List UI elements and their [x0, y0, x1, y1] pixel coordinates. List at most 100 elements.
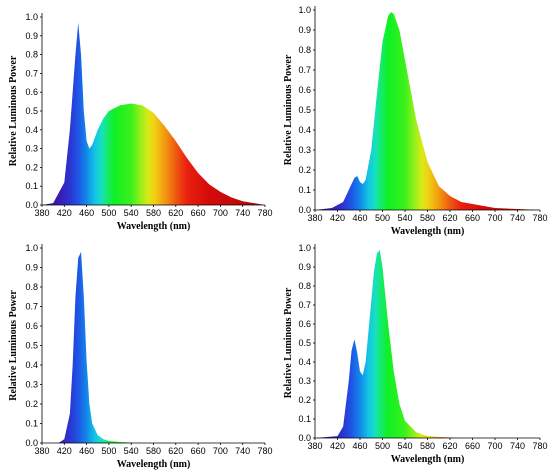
x-axis-label: Wavelength (nm)	[391, 226, 465, 237]
y-tick-label: 1.0	[25, 243, 38, 253]
y-axis-label: Relative Luminous Power	[8, 55, 19, 166]
y-tick-label: 0.5	[298, 338, 311, 348]
x-tick-label: 580	[420, 441, 435, 451]
y-tick-label: 0.8	[25, 282, 38, 292]
y-tick-label: 0.3	[298, 376, 311, 386]
y-tick-label: 1.0	[25, 12, 38, 22]
x-tick-label: 660	[465, 441, 480, 451]
y-tick-label: 0.1	[25, 419, 38, 429]
x-axis-label: Wavelength (nm)	[117, 459, 191, 470]
y-tick-label: 0.7	[298, 65, 311, 75]
y-tick-label: 0.8	[298, 281, 311, 291]
y-axis-label: Relative Luminous Power	[283, 54, 294, 165]
x-tick-label: 620	[442, 441, 457, 451]
y-tick-label: 0.5	[25, 341, 38, 351]
spectrum-chart-4: 0.0 0.1 0.2 0.3 0.4 0.5 0.6 0.7 0.8 0.9 1.0 380 420 4…	[283, 243, 548, 465]
x-tick-label: 780	[532, 213, 547, 223]
x-tick-label: 580	[146, 208, 161, 218]
spectrum-chart-3: 0.0 0.1 0.2 0.3 0.4 0.5 0.6 0.7 0.8 0.9 1.0 380 420 4…	[8, 243, 273, 470]
y-tick-label: 0.0	[298, 205, 311, 215]
x-tick-label: 420	[330, 213, 345, 223]
x-tick-label: 620	[442, 213, 457, 223]
y-tick-label: 0.0	[25, 200, 38, 210]
y-tick-label: 0.9	[25, 263, 38, 273]
y-tick-label: 0.0	[298, 433, 311, 443]
x-tick-label: 780	[257, 446, 272, 456]
x-tick-label: 500	[375, 441, 390, 451]
x-tick-label: 740	[510, 213, 525, 223]
x-tick-label: 780	[532, 441, 547, 451]
x-tick-label: 580	[146, 446, 161, 456]
y-tick-label: 0.4	[298, 125, 311, 135]
x-tick-label: 460	[352, 441, 367, 451]
x-tick-label: 540	[397, 441, 412, 451]
y-tick-label: 0.2	[25, 162, 38, 172]
y-tick-label: 0.2	[298, 165, 311, 175]
x-tick-label: 380	[34, 208, 49, 218]
x-tick-label: 420	[57, 446, 72, 456]
y-tick-label: 0.2	[25, 399, 38, 409]
x-tick-label: 700	[487, 441, 502, 451]
x-tick-label: 620	[168, 208, 183, 218]
x-tick-label: 620	[168, 446, 183, 456]
x-tick-label: 740	[235, 446, 250, 456]
y-tick-label: 0.4	[25, 360, 38, 370]
y-tick-label: 0.7	[25, 302, 38, 312]
y-tick-label: 0.4	[25, 125, 38, 135]
spectrum-area	[315, 12, 540, 210]
y-tick-label: 0.8	[298, 45, 311, 55]
spectrum-area	[42, 251, 265, 443]
x-tick-label: 700	[213, 446, 228, 456]
x-tick-label: 460	[352, 213, 367, 223]
y-tick-label: 0.6	[298, 85, 311, 95]
y-tick-label: 0.6	[25, 87, 38, 97]
y-tick-label: 0.7	[298, 300, 311, 310]
x-tick-label: 460	[79, 208, 94, 218]
x-tick-label: 460	[79, 446, 94, 456]
x-tick-label: 420	[330, 441, 345, 451]
x-tick-label: 780	[257, 208, 272, 218]
y-tick-label: 0.7	[25, 68, 38, 78]
y-axis-label: Relative Luminous Power	[283, 287, 294, 398]
x-tick-label: 500	[101, 446, 116, 456]
x-tick-label: 500	[101, 208, 116, 218]
y-tick-label: 0.6	[298, 319, 311, 329]
y-tick-label: 0.4	[298, 357, 311, 367]
y-tick-label: 0.3	[298, 145, 311, 155]
y-tick-label: 0.5	[25, 106, 38, 116]
y-tick-label: 1.0	[298, 5, 311, 15]
x-tick-label: 540	[397, 213, 412, 223]
y-tick-label: 0.1	[25, 181, 38, 191]
y-tick-label: 0.0	[25, 438, 38, 448]
y-tick-label: 0.3	[25, 380, 38, 390]
x-tick-label: 380	[307, 213, 322, 223]
spectrum-area	[315, 249, 540, 438]
x-tick-label: 660	[465, 213, 480, 223]
y-tick-label: 0.9	[298, 262, 311, 272]
y-tick-label: 0.9	[298, 25, 311, 35]
y-tick-label: 0.9	[25, 31, 38, 41]
x-tick-label: 660	[191, 446, 206, 456]
x-tick-label: 380	[34, 446, 49, 456]
x-tick-label: 740	[235, 208, 250, 218]
x-tick-label: 660	[191, 208, 206, 218]
y-tick-label: 0.2	[298, 395, 311, 405]
x-tick-label: 420	[57, 208, 72, 218]
y-axis-label: Relative Luminous Power	[8, 290, 19, 401]
x-tick-label: 700	[213, 208, 228, 218]
x-tick-label: 500	[375, 213, 390, 223]
spectrum-area	[42, 22, 265, 205]
x-axis-label: Wavelength (nm)	[117, 221, 191, 232]
y-tick-label: 0.1	[298, 414, 311, 424]
x-tick-label: 540	[124, 208, 139, 218]
y-tick-label: 0.8	[25, 50, 38, 60]
x-tick-label: 700	[487, 213, 502, 223]
x-tick-label: 740	[510, 441, 525, 451]
x-tick-label: 580	[420, 213, 435, 223]
y-tick-label: 0.6	[25, 321, 38, 331]
y-tick-label: 0.5	[298, 105, 311, 115]
spectrum-chart-1: 0.0 0.1 0.2 0.3 0.4 0.5 0.6 0.7 0.8 0.9 1.0 380 420 4…	[8, 12, 273, 232]
x-tick-label: 380	[307, 441, 322, 451]
x-axis-label: Wavelength (nm)	[391, 454, 465, 465]
x-tick-label: 540	[124, 446, 139, 456]
